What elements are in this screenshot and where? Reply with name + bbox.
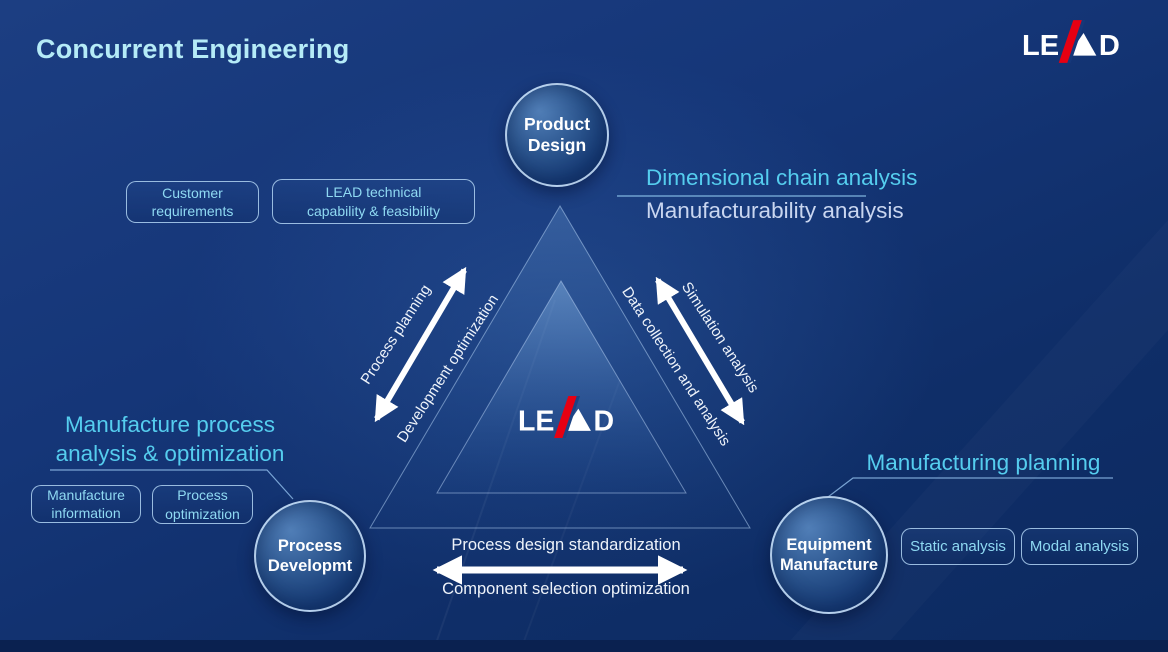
label-line: analysis & optimization xyxy=(55,441,285,466)
node-equipment-manufacture: Equipment Manufacture xyxy=(770,496,888,614)
label-line: Manufacture process xyxy=(64,412,276,437)
label-manufacturing-planning: Manufacturing planning xyxy=(866,450,1101,475)
svg-text:LE: LE xyxy=(518,405,554,437)
svg-text:LE: LE xyxy=(1022,30,1059,62)
label-component-selection-optimization: Component selection optimization xyxy=(442,580,690,598)
chip-line: LEAD technical xyxy=(325,184,422,201)
chip-lead-technical-capability: LEAD technical capability & feasibility xyxy=(272,179,475,224)
svg-text:D: D xyxy=(593,405,614,437)
svg-text:D: D xyxy=(1099,30,1120,62)
node-label: Manufacture xyxy=(779,556,879,574)
node-label: Product xyxy=(523,113,591,134)
chip-line: Modal analysis xyxy=(1029,537,1130,555)
chip-process-optimization: Process optimization xyxy=(152,485,253,524)
node-label: Process xyxy=(277,536,343,555)
chip-line: information xyxy=(51,505,121,521)
lead-logo-watermark: LE D xyxy=(518,396,622,438)
node-process-development: Process Developmt xyxy=(254,500,366,612)
lead-logo-icon: LE D xyxy=(1022,20,1120,63)
chip-line: requirements xyxy=(151,203,234,219)
node-label: Design xyxy=(527,135,587,155)
footer-strip xyxy=(0,640,1168,652)
arrow-left xyxy=(374,266,467,423)
arrow-right xyxy=(655,276,745,426)
label-process-design-standardization: Process design standardization xyxy=(451,536,681,554)
chip-modal-analysis: Modal analysis xyxy=(1021,528,1138,565)
node-label: Developmt xyxy=(267,557,353,575)
chip-line: Manufacture xyxy=(47,486,125,503)
lead-logo: LE D xyxy=(1022,20,1128,63)
chip-line: Process xyxy=(177,487,228,504)
node-product-design: Product Design xyxy=(505,83,609,187)
chip-customer-requirements: Customer requirements xyxy=(126,181,259,223)
chip-line: optimization xyxy=(165,505,240,522)
lead-logo-icon: LE D xyxy=(518,396,614,438)
label-dimensional-chain-analysis: Dimensional chain analysis xyxy=(646,165,918,190)
chip-static-analysis: Static analysis xyxy=(901,528,1015,565)
callout-line-right xyxy=(823,477,1113,501)
label-manufacture-process-analysis: Manufacture process analysis & optimizat… xyxy=(30,410,310,468)
triangle-inner xyxy=(436,280,687,494)
chip-manufacture-information: Manufacture information xyxy=(31,485,141,523)
chip-line: Customer xyxy=(162,184,223,201)
chip-line: capability & feasibility xyxy=(306,202,441,219)
callout-line-left xyxy=(50,469,294,500)
chip-line: Static analysis xyxy=(910,537,1006,555)
label-manufacturability-analysis: Manufacturability analysis xyxy=(646,198,904,223)
node-label: Equipment xyxy=(786,535,872,554)
page-title: Concurrent Engineering xyxy=(36,34,350,64)
